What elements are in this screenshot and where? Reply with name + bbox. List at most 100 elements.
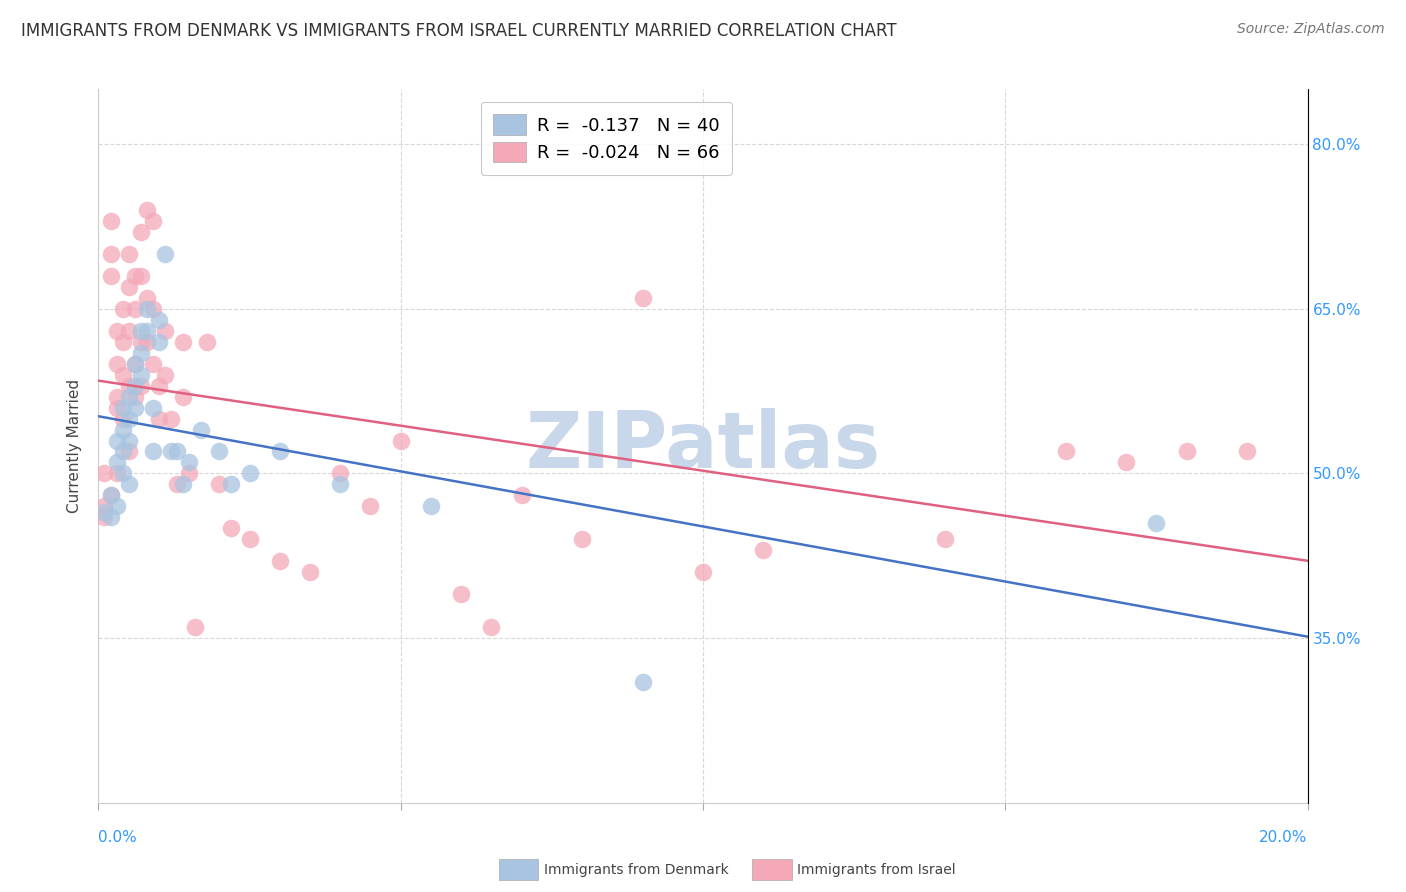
Point	[93, 500, 115, 514]
Point	[510, 488, 533, 502]
Point	[124, 390, 146, 404]
Point	[221, 521, 243, 535]
Point	[105, 390, 128, 404]
Point	[692, 566, 714, 580]
Point	[269, 554, 291, 568]
Point	[195, 334, 218, 349]
Point	[124, 378, 146, 392]
Point	[142, 401, 165, 415]
Point	[420, 500, 443, 514]
Point	[184, 620, 207, 634]
Point	[360, 500, 382, 514]
Point	[934, 533, 956, 547]
Point	[160, 411, 183, 425]
Point	[631, 291, 654, 305]
Point	[631, 675, 654, 690]
Point	[299, 566, 322, 580]
Point	[118, 444, 141, 458]
Point	[118, 280, 141, 294]
Point	[481, 620, 503, 634]
Point	[129, 345, 152, 359]
Point	[111, 301, 134, 316]
Text: ZIPatlas: ZIPatlas	[526, 408, 880, 484]
Point	[124, 268, 146, 283]
Point	[148, 312, 170, 326]
Point	[221, 477, 243, 491]
Point	[1054, 444, 1077, 458]
Point	[179, 467, 201, 481]
Point	[1175, 444, 1198, 458]
Point	[124, 401, 146, 415]
Point	[135, 301, 157, 316]
Point	[100, 488, 122, 502]
Point	[100, 510, 122, 524]
Point	[142, 357, 165, 371]
Point	[100, 247, 122, 261]
Point	[111, 411, 134, 425]
Point	[111, 444, 134, 458]
Point	[269, 444, 291, 458]
Point	[329, 477, 352, 491]
Point	[118, 324, 141, 338]
Text: IMMIGRANTS FROM DENMARK VS IMMIGRANTS FROM ISRAEL CURRENTLY MARRIED CORRELATION : IMMIGRANTS FROM DENMARK VS IMMIGRANTS FR…	[21, 22, 897, 40]
Point	[179, 455, 201, 469]
Point	[124, 357, 146, 371]
Point	[100, 268, 122, 283]
Point	[129, 378, 152, 392]
Point	[142, 444, 165, 458]
Point	[142, 214, 165, 228]
Point	[129, 225, 152, 239]
Point	[153, 324, 176, 338]
Point	[166, 477, 188, 491]
Point	[166, 444, 188, 458]
Point	[129, 334, 152, 349]
Point	[148, 411, 170, 425]
Point	[129, 268, 152, 283]
Point	[118, 247, 141, 261]
Point	[129, 368, 152, 382]
Point	[148, 334, 170, 349]
Point	[172, 334, 194, 349]
Point	[135, 334, 157, 349]
Point	[172, 390, 194, 404]
Point	[190, 423, 212, 437]
Text: Source: ZipAtlas.com: Source: ZipAtlas.com	[1237, 22, 1385, 37]
Legend: R =  -0.137   N = 40, R =  -0.024   N = 66: R = -0.137 N = 40, R = -0.024 N = 66	[481, 102, 733, 175]
Point	[752, 543, 775, 558]
Point	[105, 467, 128, 481]
Point	[111, 401, 134, 415]
Point	[105, 324, 128, 338]
Point	[571, 533, 593, 547]
Point	[153, 368, 176, 382]
Point	[148, 378, 170, 392]
Text: Immigrants from Israel: Immigrants from Israel	[797, 863, 956, 877]
Point	[118, 434, 141, 448]
Point	[208, 477, 231, 491]
Point	[105, 357, 128, 371]
Point	[111, 423, 134, 437]
Point	[105, 434, 128, 448]
Point	[93, 505, 115, 519]
Point	[105, 401, 128, 415]
Point	[142, 301, 165, 316]
Text: 20.0%: 20.0%	[1260, 830, 1308, 846]
Point	[93, 467, 115, 481]
Y-axis label: Currently Married: Currently Married	[67, 379, 83, 513]
Point	[239, 533, 262, 547]
Point	[239, 467, 262, 481]
Point	[111, 467, 134, 481]
Point	[135, 291, 157, 305]
Point	[153, 247, 176, 261]
Point	[1115, 455, 1137, 469]
Point	[118, 477, 141, 491]
Point	[105, 455, 128, 469]
Point	[124, 301, 146, 316]
Point	[208, 444, 231, 458]
Point	[1144, 516, 1167, 530]
Point	[160, 444, 183, 458]
Point	[111, 334, 134, 349]
Point	[118, 390, 141, 404]
Point	[135, 202, 157, 217]
Point	[93, 510, 115, 524]
Point	[129, 324, 152, 338]
